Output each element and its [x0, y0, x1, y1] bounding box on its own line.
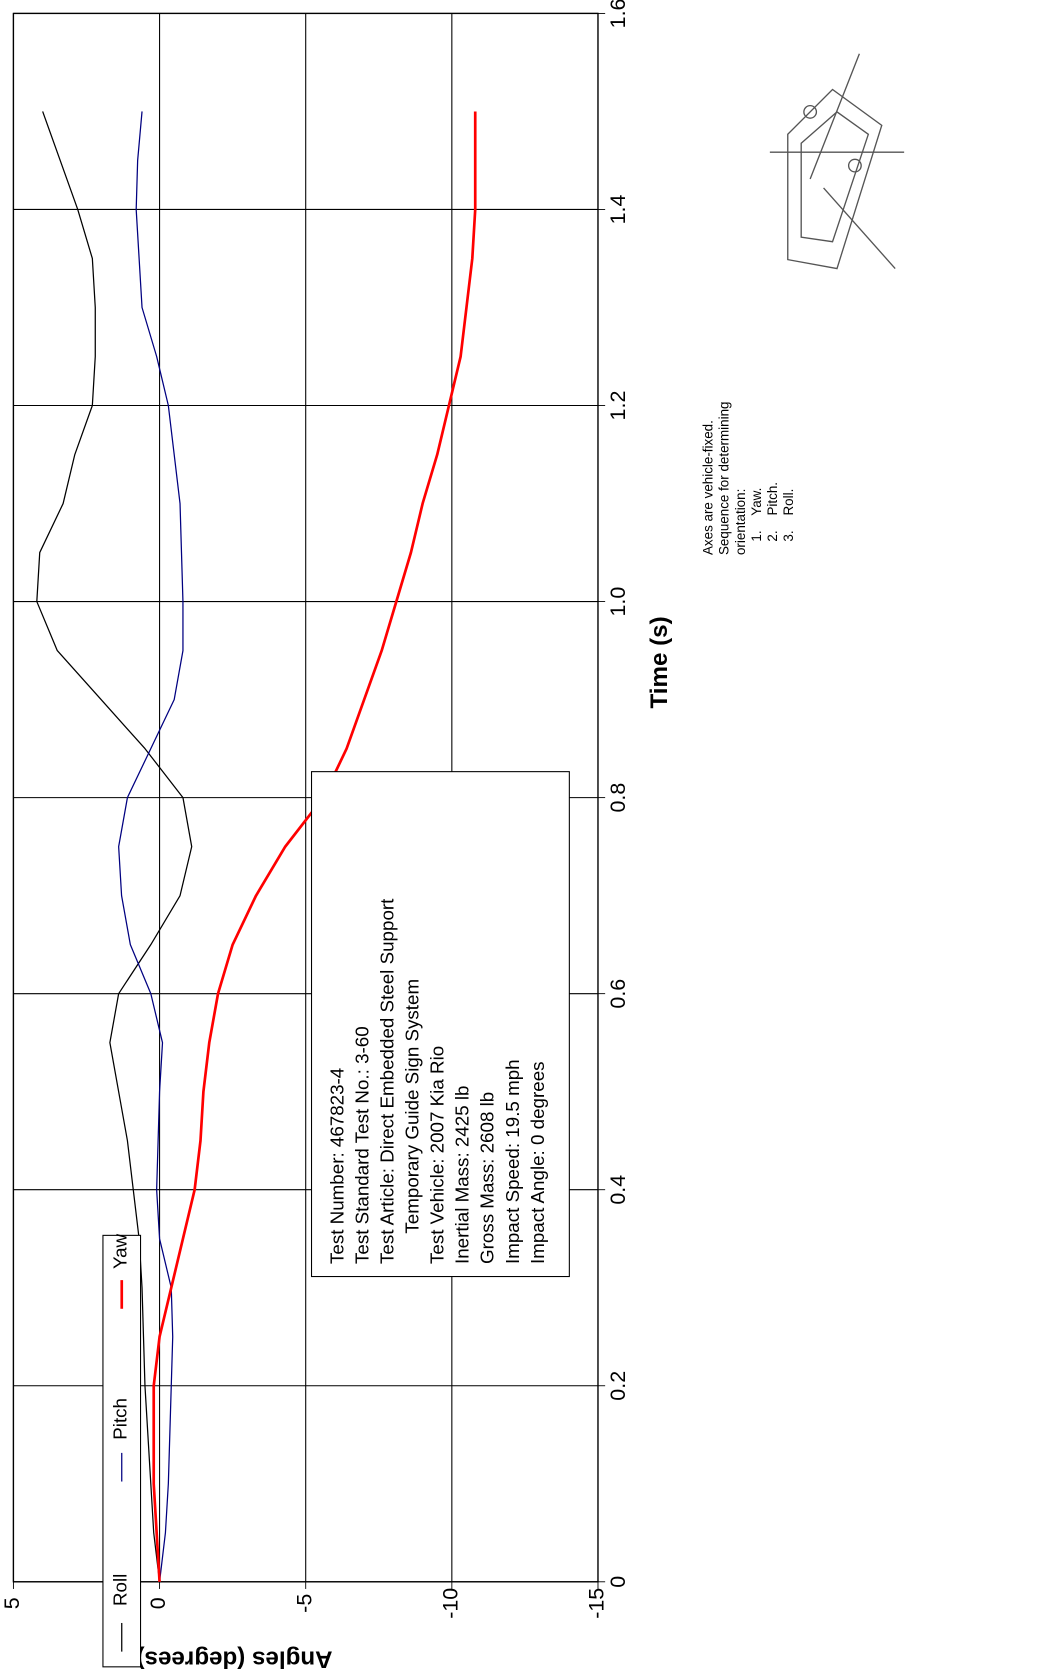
- x-tick-label: 1.6: [606, 0, 630, 28]
- y-tick-label: 0: [146, 1597, 170, 1609]
- info-box: [310, 771, 570, 1278]
- series-line: [118, 111, 184, 1582]
- note-text: 2. Pitch.: [765, 482, 780, 542]
- legend-label: Pitch: [110, 1398, 131, 1440]
- note-text: Axes are vehicle-fixed.: [701, 420, 716, 555]
- info-text: Temporary Guide Sign System: [402, 979, 423, 1234]
- x-tick-label: 0.2: [606, 1371, 630, 1401]
- info-text: Gross Mass: 2608 lb: [477, 1092, 498, 1264]
- series-line: [152, 111, 477, 1582]
- info-text: Test Standard Test No.: 3-60: [351, 1026, 372, 1264]
- x-tick-label: 0.8: [606, 783, 630, 813]
- note-text: Sequence for determining: [717, 401, 732, 555]
- legend-label: Yaw: [110, 1233, 131, 1269]
- x-tick-label: 0: [606, 1576, 630, 1588]
- x-tick-label: 0.4: [606, 1175, 630, 1205]
- x-tick-label: 1.2: [606, 391, 630, 421]
- note-text: 1. Yaw.: [749, 488, 764, 542]
- info-text: Test Vehicle: 2007 Kia Rio: [427, 1046, 448, 1264]
- note-text: orientation:: [733, 489, 748, 555]
- series-line: [36, 111, 193, 1582]
- y-tick-label: -15: [585, 1588, 609, 1619]
- y-tick-label: -10: [439, 1588, 463, 1619]
- y-tick-label: -5: [292, 1594, 316, 1613]
- x-tick-label: 1.4: [606, 194, 630, 224]
- info-text: Test Article: Direct Embedded Steel Supp…: [376, 898, 397, 1264]
- x-tick-label: 0.6: [606, 979, 630, 1009]
- info-text: Inertial Mass: 2425 lb: [452, 1085, 473, 1264]
- info-text: Impact Angle: 0 degrees: [527, 1061, 548, 1264]
- y-axis-title: Angles (degrees): [137, 1645, 333, 1672]
- note-text: 3. Roll.: [781, 489, 796, 542]
- vehicle-icon: [769, 53, 905, 270]
- info-text: Impact Speed: 19.5 mph: [502, 1059, 523, 1264]
- x-tick-label: 1.0: [606, 587, 630, 617]
- y-tick-label: 5: [0, 1597, 24, 1609]
- info-text: Test Number: 467823-4: [326, 1068, 347, 1264]
- legend-label: Roll: [110, 1574, 131, 1606]
- x-axis-title: Time (s): [646, 616, 673, 708]
